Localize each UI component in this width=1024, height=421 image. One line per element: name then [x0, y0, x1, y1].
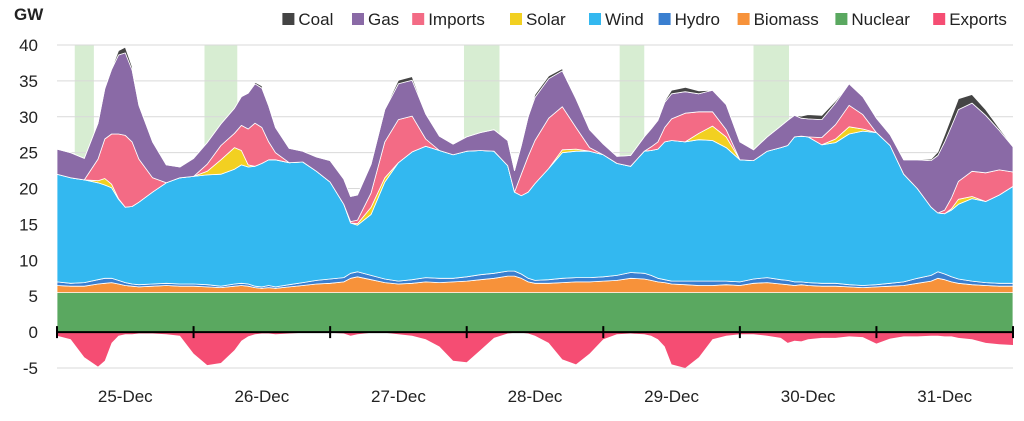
y-tick-label-35: 35 — [19, 72, 38, 91]
legend-item-nuclear: Nuclear — [835, 10, 910, 29]
legend-swatch-biomass — [737, 13, 750, 25]
x-tick-label-7: 31-Dec — [917, 387, 972, 406]
axes — [56, 326, 1014, 339]
x-tick-label-3: 27-Dec — [371, 387, 426, 406]
y-tick-label-0: 0 — [29, 323, 38, 342]
legend-label-coal: Coal — [298, 10, 333, 29]
legend-label-biomass: Biomass — [754, 10, 819, 29]
legend-item-gas: Gas — [352, 10, 399, 29]
legend-item-coal: Coal — [282, 10, 333, 29]
y-tick-label-25: 25 — [19, 144, 38, 163]
y-tick-label--5: -5 — [23, 359, 38, 378]
y-tick-label-10: 10 — [19, 251, 38, 270]
y-tick-label-30: 30 — [19, 108, 38, 127]
legend-label-imports: Imports — [428, 10, 485, 29]
series-coal — [56, 46, 1014, 197]
legend-swatch-solar — [510, 13, 522, 25]
legend-label-exports: Exports — [949, 10, 1007, 29]
x-tick-label-1: 25-Dec — [98, 387, 153, 406]
legend-swatch-gas — [352, 13, 364, 25]
legend-swatch-imports — [412, 13, 425, 25]
legend-label-solar: Solar — [526, 10, 566, 29]
legend-item-imports: Imports — [412, 10, 485, 29]
series-exports — [57, 332, 1013, 368]
y-tick-label-20: 20 — [19, 180, 38, 199]
legend-swatch-exports — [933, 13, 946, 25]
x-tick-labels: 25-Dec 26-Dec 27-Dec 28-Dec 29-Dec 30-Dec 31-D… — [98, 387, 973, 406]
y-tick-label-15: 15 — [19, 215, 38, 234]
y-unit-label: GW — [14, 5, 44, 24]
area-series — [56, 46, 1014, 368]
x-tick-label-6: 30-Dec — [781, 387, 836, 406]
legend-item-solar: Solar — [510, 10, 566, 29]
x-tick-label-5: 29-Dec — [644, 387, 699, 406]
y-tick-label-5: 5 — [29, 287, 38, 306]
legend-swatch-hydro — [658, 13, 671, 25]
legend-label-wind: Wind — [605, 10, 644, 29]
series-nuclear — [56, 292, 1014, 333]
legend: Coal Gas Imports Solar Wind Hydro Biomass Nucle… — [282, 10, 1007, 29]
legend-swatch-coal — [282, 13, 295, 25]
legend-item-hydro: Hydro — [658, 10, 720, 29]
legend-item-wind: Wind — [589, 10, 644, 29]
y-tick-labels: -5 0 5 10 15 20 25 30 35 40 — [19, 36, 38, 378]
x-tick-label-4: 28-Dec — [508, 387, 563, 406]
legend-item-biomass: Biomass — [737, 10, 819, 29]
legend-swatch-wind — [589, 13, 601, 25]
legend-swatch-nuclear — [835, 13, 848, 25]
x-tick-label-2: 26-Dec — [234, 387, 289, 406]
legend-item-exports: Exports — [933, 10, 1007, 29]
legend-label-gas: Gas — [368, 10, 399, 29]
legend-label-nuclear: Nuclear — [851, 10, 910, 29]
legend-label-hydro: Hydro — [675, 10, 720, 29]
y-tick-label-40: 40 — [19, 36, 38, 55]
